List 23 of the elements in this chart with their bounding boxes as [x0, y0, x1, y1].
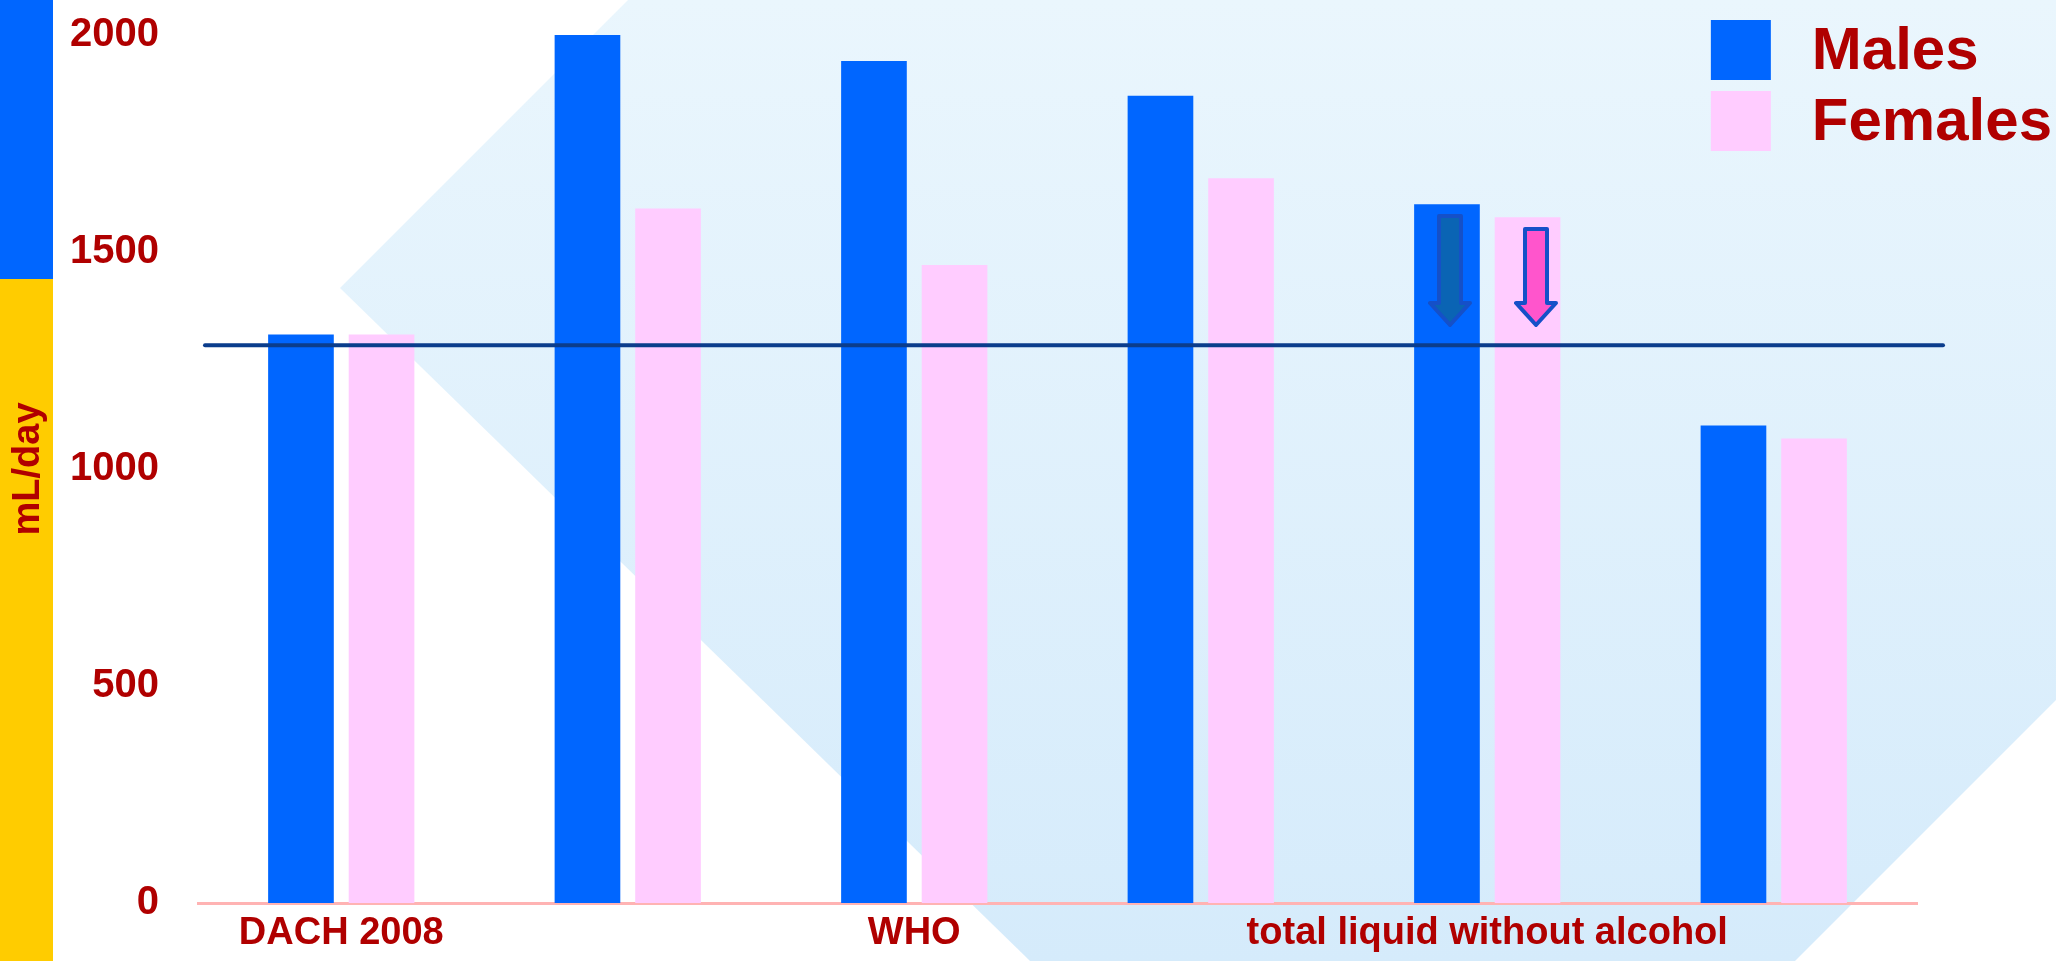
x-tick-label: total liquid without alcohol — [1246, 910, 1728, 953]
y-tick-label: 500 — [92, 661, 159, 706]
bar — [1781, 438, 1847, 903]
legend-label: Females — [1811, 85, 2053, 153]
bar — [268, 334, 334, 903]
bar — [1494, 217, 1561, 903]
bar — [1127, 95, 1194, 903]
x-tick-label: DACH 2008 — [238, 910, 444, 953]
bar — [1208, 178, 1274, 903]
bar — [841, 61, 907, 903]
bar — [921, 265, 988, 903]
bar — [348, 334, 415, 903]
legend-label: Males — [1811, 14, 1979, 82]
y-tick-label: 1500 — [70, 227, 159, 272]
y-tick-label: 0 — [136, 878, 159, 923]
x-tick-label: WHO — [867, 910, 961, 953]
bar — [554, 35, 621, 903]
bar — [1700, 425, 1767, 903]
y-axis-title: mL/day — [5, 402, 48, 536]
bar — [1414, 204, 1480, 903]
bar — [635, 208, 701, 903]
y-tick-label: 1000 — [70, 444, 159, 489]
y-tick-label: 2000 — [70, 10, 159, 55]
